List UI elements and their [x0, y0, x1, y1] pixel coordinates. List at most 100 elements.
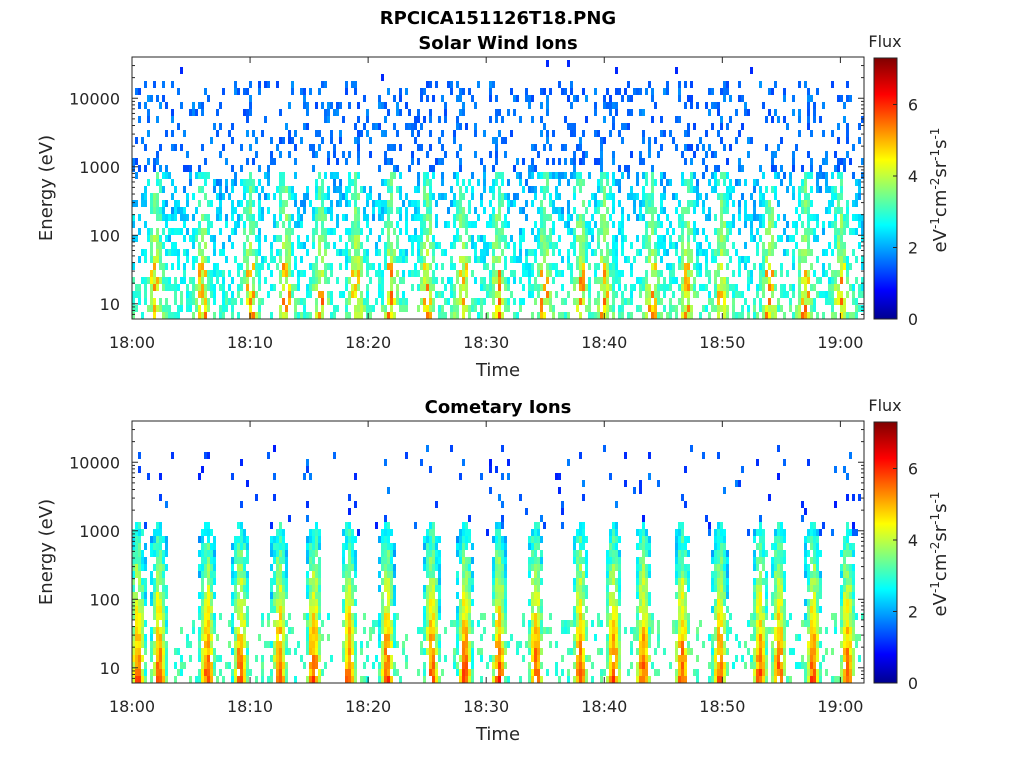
heatmap-cell	[342, 543, 345, 550]
heatmap-cell	[294, 221, 297, 228]
heatmap-cell	[396, 235, 399, 242]
heatmap-cell	[321, 270, 324, 277]
heatmap-cell	[498, 669, 501, 676]
heatmap-cell	[219, 214, 222, 221]
heatmap-cell	[144, 298, 147, 305]
heatmap-cell	[135, 676, 138, 683]
heatmap-cell	[672, 242, 675, 249]
heatmap-cell	[138, 536, 141, 543]
heatmap-cell	[303, 298, 306, 305]
heatmap-cell	[279, 550, 282, 557]
heatmap-cell	[357, 249, 360, 256]
heatmap-cell	[150, 543, 153, 550]
heatmap-cell	[573, 277, 576, 284]
heatmap-cell	[354, 536, 357, 543]
heatmap-cell	[285, 676, 288, 683]
heatmap-cell	[531, 536, 534, 543]
heatmap-cell	[693, 123, 696, 130]
heatmap-cell	[165, 662, 168, 669]
heatmap-cell	[297, 298, 300, 305]
heatmap-cell	[135, 529, 138, 536]
heatmap-cell	[717, 263, 720, 270]
heatmap-cell	[717, 298, 720, 305]
heatmap-cell	[567, 249, 570, 256]
heatmap-cell	[444, 655, 447, 662]
heatmap-cell	[405, 193, 408, 200]
heatmap-cell	[540, 627, 543, 634]
heatmap-cell	[159, 599, 162, 606]
heatmap-cell	[315, 529, 318, 536]
heatmap-cell	[411, 123, 414, 130]
heatmap-cell	[501, 228, 504, 235]
heatmap-cell	[693, 151, 696, 158]
heatmap-cell	[570, 270, 573, 277]
heatmap-cell	[783, 88, 786, 95]
heatmap-cell	[750, 67, 753, 74]
heatmap-cell	[279, 613, 282, 620]
heatmap-cell	[780, 263, 783, 270]
heatmap-cell	[576, 305, 579, 312]
heatmap-cell	[834, 151, 837, 158]
heatmap-cell	[282, 557, 285, 564]
heatmap-cell	[471, 305, 474, 312]
heatmap-cell	[189, 305, 192, 312]
heatmap-cell	[378, 284, 381, 291]
heatmap-cell	[300, 312, 303, 319]
heatmap-cell	[843, 116, 846, 123]
heatmap-cell	[840, 305, 843, 312]
heatmap-cell	[498, 648, 501, 655]
heatmap-cell	[417, 249, 420, 256]
heatmap-cell	[393, 571, 396, 578]
heatmap-cell	[846, 263, 849, 270]
heatmap-cell	[201, 466, 204, 473]
heatmap-cell	[594, 109, 597, 116]
heatmap-cell	[141, 200, 144, 207]
heatmap-cell	[207, 270, 210, 277]
heatmap-cell	[531, 592, 534, 599]
heatmap-cell	[273, 606, 276, 613]
heatmap-cell	[282, 543, 285, 550]
heatmap-cell	[648, 284, 651, 291]
heatmap-cell	[768, 263, 771, 270]
heatmap-cell	[579, 634, 582, 641]
heatmap-cell	[573, 606, 576, 613]
heatmap-cell	[423, 564, 426, 571]
heatmap-cell	[354, 284, 357, 291]
heatmap-cell	[774, 109, 777, 116]
heatmap-cell	[522, 270, 525, 277]
heatmap-cell	[618, 312, 621, 319]
heatmap-cell	[633, 487, 636, 494]
heatmap-cell	[726, 249, 729, 256]
heatmap-cell	[240, 529, 243, 536]
heatmap-cell	[789, 298, 792, 305]
heatmap-cell	[315, 550, 318, 557]
heatmap-cell	[252, 179, 255, 186]
heatmap-cell	[468, 676, 471, 683]
heatmap-cell	[213, 543, 216, 550]
heatmap-cell	[417, 186, 420, 193]
heatmap-cell	[165, 585, 168, 592]
heatmap-cell	[357, 312, 360, 319]
heatmap-cell	[216, 207, 219, 214]
heatmap-cell	[354, 662, 357, 669]
heatmap-cell	[849, 95, 852, 102]
heatmap-cell	[246, 249, 249, 256]
heatmap-cell	[222, 270, 225, 277]
heatmap-cell	[618, 305, 621, 312]
heatmap-cell	[567, 221, 570, 228]
heatmap-cell	[510, 200, 513, 207]
heatmap-cell	[231, 179, 234, 186]
heatmap-cell	[654, 242, 657, 249]
heatmap-cell	[555, 263, 558, 270]
heatmap-cell	[630, 109, 633, 116]
heatmap-cell	[390, 207, 393, 214]
heatmap-cell	[651, 270, 654, 277]
heatmap-cell	[696, 193, 699, 200]
heatmap-cell	[138, 452, 141, 459]
heatmap-cell	[618, 669, 621, 676]
heatmap-cell	[426, 81, 429, 88]
heatmap-cell	[759, 200, 762, 207]
heatmap-cell	[372, 214, 375, 221]
heatmap-cell	[288, 249, 291, 256]
heatmap-cell	[642, 648, 645, 655]
